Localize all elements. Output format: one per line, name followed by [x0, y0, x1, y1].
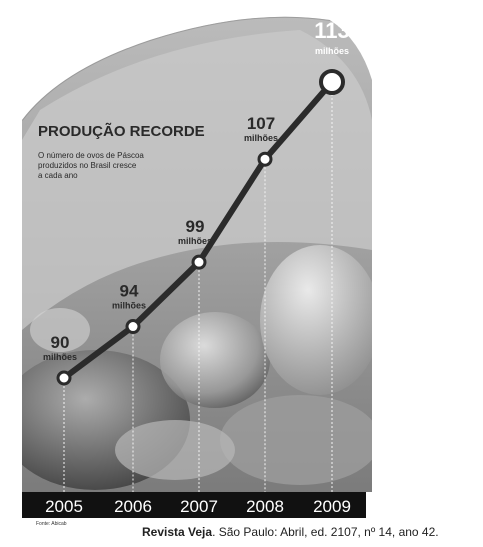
value-label-2007: 99: [186, 217, 205, 236]
data-point-2007: [191, 254, 207, 270]
value-label-2006: 94: [120, 282, 139, 301]
x-axis-ticks: 2005 2006 2007 2008 2009: [45, 497, 351, 516]
x-tick-2006: 2006: [114, 497, 152, 516]
unit-label-2005: milhões: [43, 352, 77, 362]
x-tick-2007: 2007: [180, 497, 218, 516]
unit-label-2009: milhões: [315, 46, 349, 56]
value-label-2005: 90: [51, 333, 70, 352]
data-point-2009: [319, 69, 345, 95]
guide-lines: [63, 82, 333, 492]
value-label-2009: 113: [314, 18, 350, 43]
x-tick-2009: 2009: [313, 497, 351, 516]
chart-subtitle-line-2: produzidos no Brasil cresce: [38, 161, 137, 170]
caption-details: . São Paulo: Abril, ed. 2107, nº 14, ano…: [212, 525, 439, 539]
chart-title: PRODUÇÃO RECORDE: [38, 122, 205, 140]
x-tick-2005: 2005: [45, 497, 83, 516]
unit-label-2006: milhões: [112, 301, 146, 311]
source-note: Fonte: Abicab: [36, 521, 67, 527]
unit-label-2007: milhões: [178, 236, 212, 246]
data-point-2006: [125, 319, 141, 335]
x-axis-band: [22, 492, 366, 518]
unit-label-2008: milhões: [244, 133, 278, 143]
data-labels: 90milhões94milhões99milhões107milhões113…: [43, 18, 350, 362]
caption: Revista Veja. São Paulo: Abril, ed. 2107…: [142, 525, 439, 539]
data-points: [56, 69, 345, 386]
data-point-2005: [56, 370, 72, 386]
value-label-2008: 107: [247, 114, 275, 133]
data-point-2008: [257, 151, 273, 167]
chart-subtitle-line-3: a cada ano: [38, 171, 78, 180]
x-tick-2008: 2008: [246, 497, 284, 516]
chart-subtitle-line-1: O número de ovos de Páscoa: [38, 151, 144, 160]
caption-publication: Revista Veja: [142, 525, 213, 539]
background-photo: [22, 16, 372, 493]
